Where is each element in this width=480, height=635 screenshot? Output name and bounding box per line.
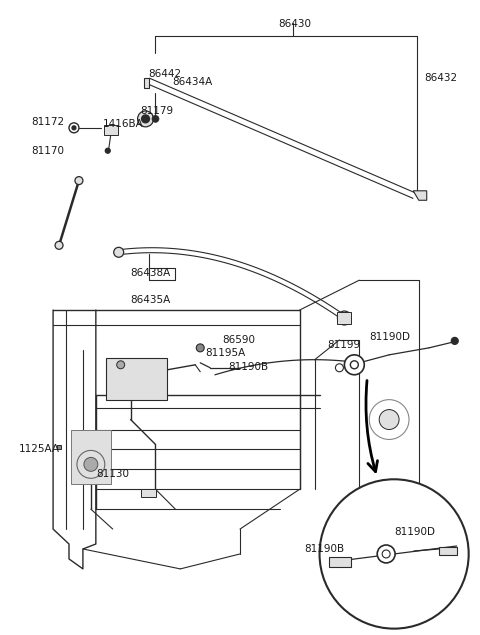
Text: 81190B: 81190B xyxy=(228,362,268,372)
Circle shape xyxy=(196,344,204,352)
Text: 86590: 86590 xyxy=(222,335,255,345)
Text: 81199: 81199 xyxy=(327,340,360,350)
Circle shape xyxy=(152,116,159,123)
Circle shape xyxy=(379,410,399,429)
Text: 86435A: 86435A xyxy=(131,295,171,305)
Text: 81170: 81170 xyxy=(31,146,64,156)
Text: 81179: 81179 xyxy=(141,106,174,116)
Circle shape xyxy=(451,337,458,344)
Text: 81172: 81172 xyxy=(31,117,64,127)
Text: 81130: 81130 xyxy=(96,469,129,479)
Circle shape xyxy=(75,177,83,185)
Circle shape xyxy=(344,355,364,375)
Circle shape xyxy=(350,361,358,369)
Text: 86434A: 86434A xyxy=(172,77,213,87)
Bar xyxy=(141,489,156,497)
Circle shape xyxy=(377,545,395,563)
Polygon shape xyxy=(144,78,149,88)
Text: 81190D: 81190D xyxy=(369,332,410,342)
Circle shape xyxy=(382,550,390,558)
Text: 1125AA: 1125AA xyxy=(19,444,60,455)
Bar xyxy=(71,429,111,485)
Text: 86442: 86442 xyxy=(148,69,181,79)
Circle shape xyxy=(77,450,105,478)
Circle shape xyxy=(72,126,76,130)
Circle shape xyxy=(117,361,125,369)
Circle shape xyxy=(105,148,110,153)
Text: 81195A: 81195A xyxy=(205,348,245,358)
Bar xyxy=(106,358,168,399)
Text: 81190B: 81190B xyxy=(305,544,345,554)
Circle shape xyxy=(320,479,468,629)
Circle shape xyxy=(55,241,63,250)
Polygon shape xyxy=(413,190,427,200)
Circle shape xyxy=(69,123,79,133)
Circle shape xyxy=(138,111,154,127)
Text: 1416BA: 1416BA xyxy=(103,119,144,129)
Circle shape xyxy=(336,364,343,371)
Circle shape xyxy=(369,399,409,439)
Circle shape xyxy=(337,311,351,325)
Bar xyxy=(439,547,457,555)
Bar xyxy=(329,557,351,567)
Circle shape xyxy=(84,457,98,471)
Text: 81190D: 81190D xyxy=(394,527,435,537)
Circle shape xyxy=(114,247,124,257)
Text: 86432: 86432 xyxy=(424,73,457,83)
Circle shape xyxy=(142,115,150,123)
Text: 86438A: 86438A xyxy=(131,268,171,278)
Text: 86430: 86430 xyxy=(278,19,311,29)
Bar xyxy=(104,125,118,135)
Bar xyxy=(337,312,351,324)
